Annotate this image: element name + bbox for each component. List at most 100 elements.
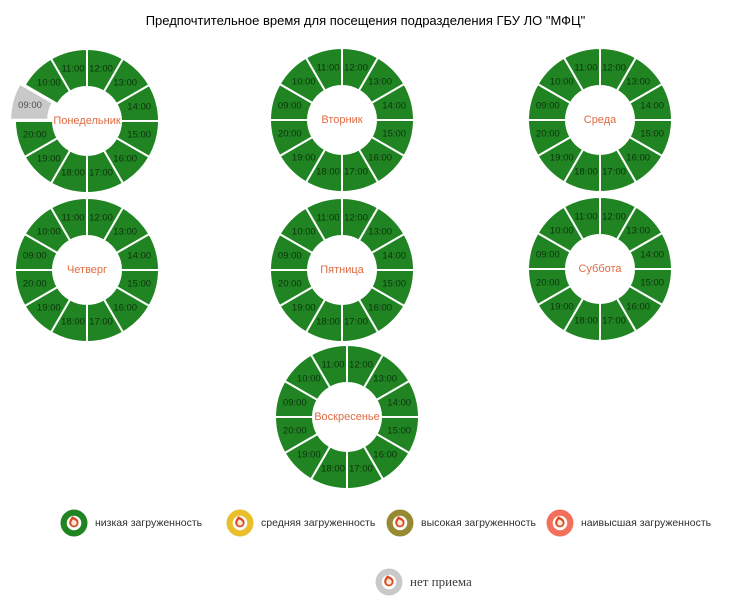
slice-time-label: 16:00: [368, 303, 392, 314]
slice-time-label: 12:00: [602, 211, 626, 222]
slice-time-label: 18:00: [316, 317, 340, 328]
day-label: Среда: [584, 114, 617, 126]
slice-time-label: 17:00: [344, 167, 368, 178]
day-label: Пятница: [320, 264, 364, 276]
pie-slice-11:00[interactable]: [304, 46, 343, 92]
legend-item-highest[interactable]: наивысшая загруженность: [546, 509, 711, 537]
slice-time-label: 15:00: [387, 426, 411, 437]
slice-time-label: 15:00: [640, 129, 664, 140]
pie-slice-11:00[interactable]: [562, 195, 601, 241]
slice-time-label: 20:00: [278, 129, 302, 140]
slice-time-label: 15:00: [127, 130, 151, 141]
slice-time-label: 10:00: [297, 373, 321, 384]
slice-time-label: 09:00: [536, 250, 560, 261]
slice-time-label: 16:00: [113, 154, 137, 165]
slice-time-label: 13:00: [368, 76, 392, 87]
slice-time-label: 10:00: [37, 77, 61, 88]
slice-time-label: 13:00: [113, 226, 137, 237]
flame-inner-icon: [557, 519, 563, 526]
slice-time-label: 18:00: [61, 168, 85, 179]
donut-chart-7: 12:00 13:00 14:00 15:00 16:00 17:00 18:00 19:00…: [267, 337, 427, 497]
slice-time-label: 12:00: [89, 63, 113, 74]
slice-time-label: 15:00: [382, 279, 406, 290]
medium-legend-icon: [226, 509, 254, 537]
flame-inner-icon: [237, 519, 243, 526]
slice-time-label: 11:00: [316, 62, 339, 73]
legend-item-none[interactable]: нет приема: [375, 568, 472, 596]
slice-time-label: 15:00: [382, 129, 406, 140]
slice-time-label: 11:00: [61, 212, 84, 223]
legend-item-label: нет приема: [410, 574, 472, 589]
legend-item-label: средняя загруженность: [261, 517, 376, 529]
pie-slice-11:00[interactable]: [304, 196, 343, 242]
slice-time-label: 18:00: [321, 464, 345, 475]
slice-time-label: 17:00: [602, 316, 626, 327]
slice-time-label: 17:00: [349, 464, 373, 475]
pie-slice-11:00[interactable]: [49, 47, 88, 93]
slice-time-label: 18:00: [61, 317, 85, 328]
day-label: Четверг: [67, 264, 107, 276]
slice-time-label: 09:00: [278, 101, 302, 112]
slice-time-label: 17:00: [89, 168, 113, 179]
slice-time-label: 18:00: [574, 316, 598, 327]
slice-time-label: 20:00: [278, 279, 302, 290]
slice-time-label: 14:00: [387, 398, 411, 409]
slice-time-label: 15:00: [127, 279, 151, 290]
slice-time-label: 13:00: [113, 77, 137, 88]
pie-slice-11:00[interactable]: [309, 343, 348, 389]
slice-time-label: 19:00: [550, 302, 574, 313]
slice-time-label: 19:00: [292, 153, 316, 164]
slice-time-label: 19:00: [37, 303, 61, 314]
donut-chart-6: 12:00 13:00 14:00 15:00 16:00 17:00 18:00 19:00…: [520, 189, 680, 349]
slice-time-label: 19:00: [292, 303, 316, 314]
day-label: Вторник: [321, 114, 362, 126]
slice-time-label: 16:00: [626, 153, 650, 164]
slice-time-label: 16:00: [113, 303, 137, 314]
day-label: Воскресенье: [314, 411, 380, 423]
slice-time-label: 12:00: [349, 359, 373, 370]
slice-time-label: 10:00: [550, 76, 574, 87]
pie-slice-20:00[interactable]: [13, 120, 59, 159]
slice-time-label: 13:00: [626, 225, 650, 236]
slice-time-label: 09:00: [283, 398, 307, 409]
slice-time-label: 14:00: [640, 250, 664, 261]
slice-time-label: 18:00: [316, 167, 340, 178]
slice-time-label: 11:00: [574, 62, 597, 73]
slice-time-label: 16:00: [626, 302, 650, 313]
slice-time-label: 17:00: [344, 317, 368, 328]
slice-time-label: 20:00: [23, 130, 47, 141]
legend-item-low[interactable]: низкая загруженность: [60, 509, 202, 537]
slice-time-label: 14:00: [382, 251, 406, 262]
pie-slice-11:00[interactable]: [49, 196, 88, 242]
slice-time-label: 20:00: [536, 129, 560, 140]
high-legend-icon: [386, 509, 414, 537]
pie-slice-11:00[interactable]: [562, 46, 601, 92]
slice-time-label: 12:00: [344, 62, 368, 73]
legend-item-label: высокая загруженность: [421, 517, 537, 529]
slice-time-label: 10:00: [292, 226, 316, 237]
slice-time-label: 14:00: [127, 251, 151, 262]
slice-time-label: 11:00: [574, 211, 597, 222]
slice-time-label: 12:00: [344, 212, 368, 223]
slice-time-label: 09:00: [18, 100, 42, 111]
donut-chart-1: 12:00 13:00 14:00 15:00 16:00 17:00 18:00 19:00…: [7, 41, 167, 201]
pie-slice-09:00[interactable]: [9, 82, 55, 121]
slice-time-label: 09:00: [536, 101, 560, 112]
slice-time-label: 14:00: [640, 101, 664, 112]
slice-time-label: 11:00: [61, 63, 84, 74]
slice-time-label: 12:00: [89, 212, 113, 223]
slice-time-label: 10:00: [37, 226, 61, 237]
slice-time-label: 16:00: [373, 450, 397, 461]
legend-item-medium[interactable]: средняя загруженность: [226, 509, 375, 537]
legend-item-high[interactable]: высокая загруженность: [386, 509, 536, 537]
slice-time-label: 19:00: [297, 450, 321, 461]
slice-time-label: 14:00: [382, 101, 406, 112]
slice-time-label: 20:00: [23, 279, 47, 290]
slice-time-label: 20:00: [536, 278, 560, 289]
